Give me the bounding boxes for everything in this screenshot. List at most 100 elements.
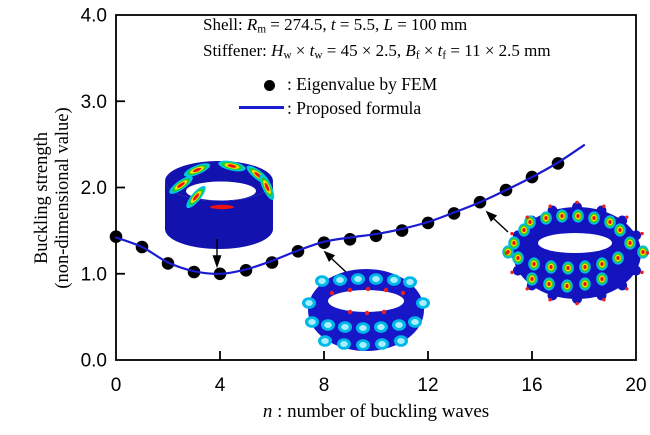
arrowhead-n4 <box>212 255 222 269</box>
mode-spots <box>302 273 430 351</box>
fem-data-point <box>343 233 357 246</box>
spot-core <box>583 265 587 269</box>
mode-shape-inset-low <box>165 160 275 249</box>
spot-core <box>359 342 367 348</box>
hole-wave <box>593 241 603 251</box>
edge-dot <box>510 270 514 275</box>
mode-spots <box>502 209 649 293</box>
cylinder-wall <box>165 181 273 249</box>
rim-dot <box>400 290 406 296</box>
edge-dot <box>602 204 606 208</box>
spot-core <box>372 276 380 282</box>
spot-core <box>618 228 622 232</box>
spot-core <box>522 228 526 232</box>
spot-core <box>340 341 348 347</box>
edge-dot <box>525 287 529 291</box>
x-axis-title: n : number of buckling waves <box>262 401 490 422</box>
edge-dot <box>602 298 606 302</box>
x-tick-label: 20 <box>625 375 646 396</box>
data-series <box>109 144 586 281</box>
legend-fem-marker <box>264 80 275 91</box>
fringe <box>183 163 211 177</box>
edge-dot <box>510 231 514 236</box>
y-tick-label: 0.0 <box>81 351 107 372</box>
arrowhead-n14 <box>485 210 498 222</box>
spot-core <box>608 220 612 224</box>
formula-curve <box>114 144 586 275</box>
y-tick-label: 2.0 <box>81 178 107 199</box>
rim-dot <box>347 309 353 315</box>
spot-core <box>336 277 344 283</box>
rim-dot <box>347 287 353 293</box>
spot-core <box>305 300 313 306</box>
edge-dot <box>525 215 529 219</box>
y-axis-title: Buckling strength (non-dimensional value… <box>32 107 73 289</box>
spot-core <box>528 220 532 224</box>
ring-hole <box>328 290 404 312</box>
x-tick-label: 0 <box>111 375 122 396</box>
rim-dot <box>381 309 387 315</box>
spot-core <box>318 278 326 284</box>
shell-parameters: Shell: Rm = 274.5, t = 5.5, L = 100 mm <box>203 15 468 36</box>
x-tick-label: 8 <box>319 375 330 396</box>
legend-formula-marker <box>239 106 284 109</box>
spot-core <box>419 300 427 306</box>
spot-core <box>641 250 645 254</box>
spot-core <box>395 322 403 328</box>
spot-core <box>359 325 367 331</box>
y-tick-label: 1.0 <box>81 264 107 285</box>
edge-dots <box>504 200 650 306</box>
spot-core <box>354 276 362 282</box>
arrow-to-n14 <box>492 217 509 233</box>
edge-dot <box>640 270 644 275</box>
spot-core <box>512 241 516 245</box>
edge-dot <box>575 200 579 205</box>
y-tick-label: 4.0 <box>81 6 107 27</box>
spot-core <box>321 338 329 344</box>
spot-core <box>341 324 349 330</box>
spot-core <box>592 216 596 220</box>
spot-core <box>566 266 570 270</box>
rim-dot <box>329 290 335 296</box>
spot-core <box>324 322 332 328</box>
hole-wave <box>547 241 557 251</box>
spot-core <box>377 324 385 330</box>
axis-tick-labels: 0 4 8 12 16 20 0.0 1.0 2.0 3.0 4.0 <box>81 6 647 397</box>
edge-dot <box>504 251 509 255</box>
rim-dot <box>365 286 371 292</box>
parameter-header: Shell: Rm = 274.5, t = 5.5, L = 100 mm S… <box>203 14 551 67</box>
spot-core <box>549 265 553 269</box>
fringe <box>169 176 193 194</box>
rim-dot <box>383 287 389 293</box>
legend-fem-label: : Eigenvalue by FEM <box>287 74 438 94</box>
buckling-fringes <box>169 160 275 209</box>
fringe <box>186 185 206 209</box>
annotation-arrows <box>212 210 509 273</box>
stiffener-parameters: Stiffener: Hw × tw = 45 × 2.5, Bf × tf =… <box>203 41 551 62</box>
spot-core <box>547 282 551 286</box>
spot-core <box>616 256 620 260</box>
spot-core <box>390 277 398 283</box>
spot-core <box>308 319 316 325</box>
spot-core <box>576 214 580 218</box>
edge-dot <box>548 204 552 208</box>
x-tick-label: 4 <box>215 375 226 396</box>
edge-dot <box>548 298 552 302</box>
spot-core <box>378 341 386 347</box>
spot-core <box>544 216 548 220</box>
edge-dot <box>575 301 579 306</box>
spot-core <box>397 338 405 344</box>
spot-core <box>530 277 534 281</box>
edge-dot <box>645 251 650 255</box>
arrowhead-n8 <box>323 250 336 262</box>
spot-core <box>600 277 604 281</box>
front-rim-fringe <box>210 204 234 210</box>
spot-core <box>628 241 632 245</box>
fringe <box>259 174 275 200</box>
spot-core <box>532 262 536 266</box>
x-tick-label: 16 <box>521 375 542 396</box>
x-tick-label: 12 <box>417 375 438 396</box>
ring-body <box>513 207 641 299</box>
